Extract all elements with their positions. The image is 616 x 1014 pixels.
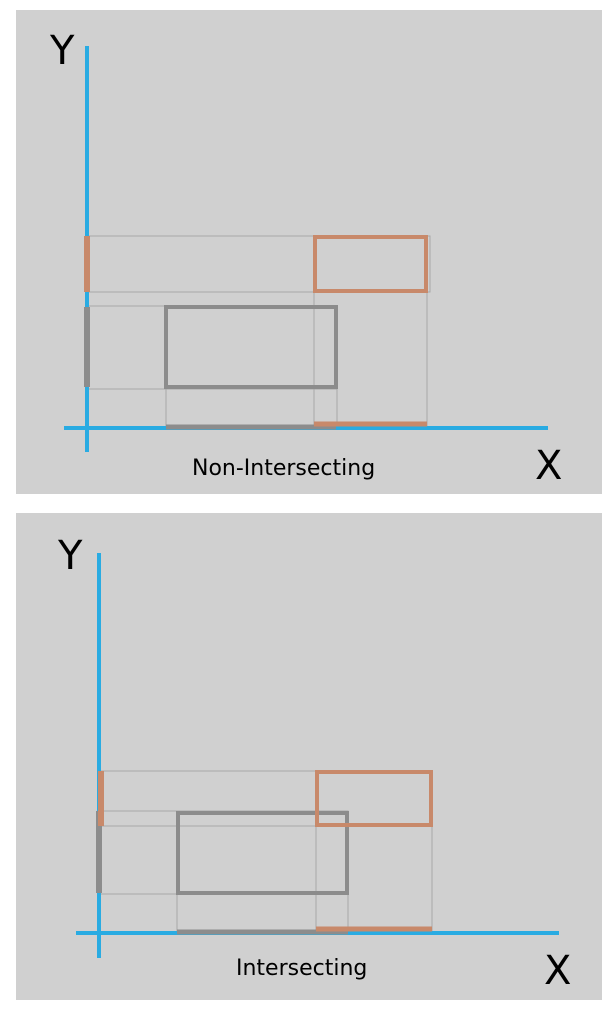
orange-rectangle: [313, 235, 428, 293]
panel-caption: Non-Intersecting: [192, 456, 375, 481]
gray-rectangle: [176, 811, 349, 895]
x-axis-label: X: [544, 948, 571, 994]
diagram-panel-non-intersecting: Y X Non-Intersecting: [16, 10, 602, 494]
panel-caption: Intersecting: [236, 956, 367, 981]
diagram-canvas: Y X Non-Intersecting: [49, 28, 562, 489]
projection-guides: [85, 235, 431, 428]
x-axis-label: X: [535, 443, 562, 489]
diagram-panel-intersecting: Y X Intersecting: [16, 513, 602, 1000]
orange-rectangle: [315, 770, 433, 827]
projection-guides: [98, 770, 433, 933]
gray-rectangle: [164, 305, 338, 389]
diagram-canvas: Y X Intersecting: [57, 533, 571, 994]
y-axis-label: Y: [57, 533, 83, 579]
y-axis-label: Y: [49, 28, 75, 74]
